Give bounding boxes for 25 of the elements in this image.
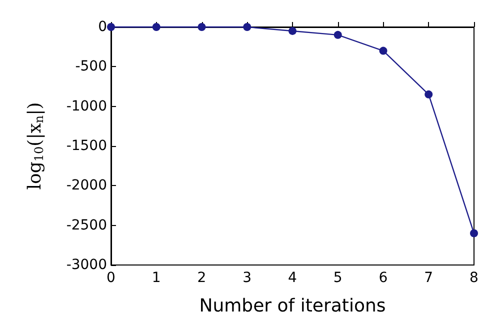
x-tick-label: 3 xyxy=(242,270,252,286)
point xyxy=(152,23,160,31)
point xyxy=(424,90,433,98)
y-tick-label: 0 xyxy=(98,19,107,35)
point xyxy=(379,46,388,55)
x-tick-label: 7 xyxy=(424,270,434,286)
x-tick-label: 6 xyxy=(378,270,388,286)
point xyxy=(243,23,252,31)
x-tick-label: 8 xyxy=(470,270,478,286)
point xyxy=(470,229,478,238)
x-tick-label: 5 xyxy=(333,270,342,286)
y-tick-label: -3000 xyxy=(66,257,107,273)
y-tick-label: -1500 xyxy=(66,138,107,154)
y-tick-label: -500 xyxy=(75,58,107,75)
y-tick-label: -1000 xyxy=(66,98,107,114)
point xyxy=(334,30,342,39)
x-axis-title: Number of iterations xyxy=(199,296,386,316)
point xyxy=(288,26,296,35)
y-axis-title: log10(|xn|) xyxy=(24,102,46,190)
x-tick-label: 4 xyxy=(288,270,298,286)
x-tick-label: 1 xyxy=(152,270,161,286)
x-tick-label: 2 xyxy=(197,270,206,286)
y-tick-label: -2000 xyxy=(66,178,107,194)
point xyxy=(198,23,206,31)
y-tick-label: -2500 xyxy=(66,217,107,234)
